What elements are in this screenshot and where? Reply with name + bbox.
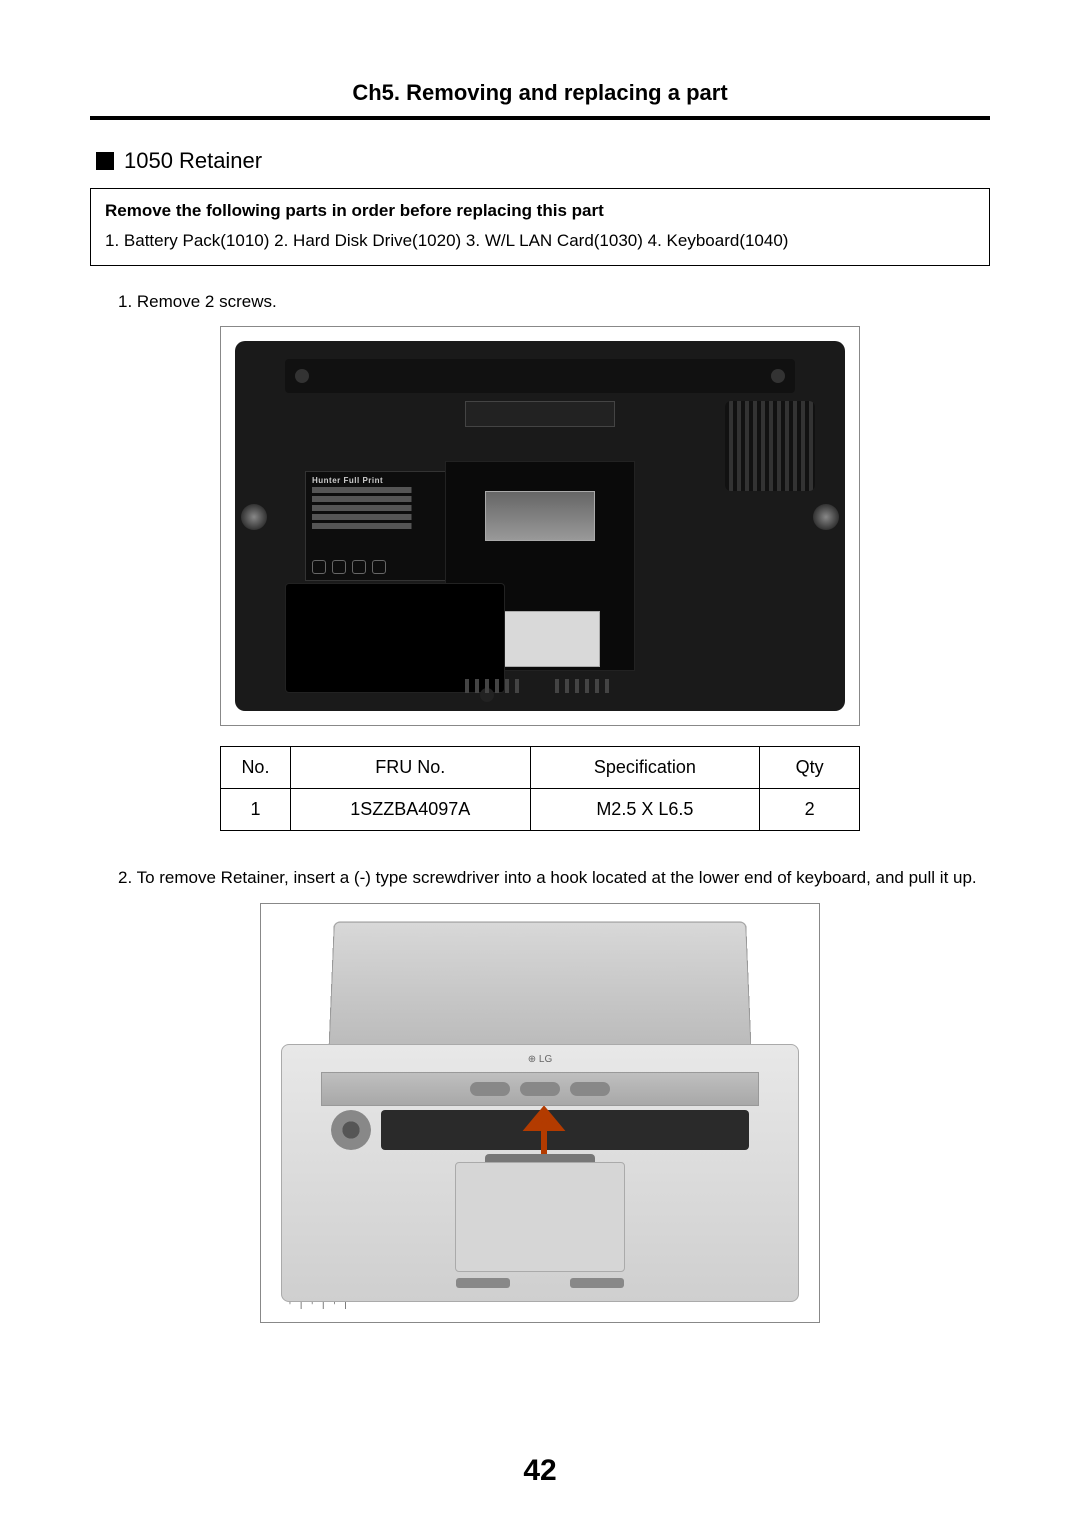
table-row: No. FRU No. Specification Qty (221, 747, 860, 789)
prerequisite-note: Remove the following parts in order befo… (90, 188, 990, 266)
vent-slots-icon (465, 679, 615, 693)
figure-2-frame: ⊕ LG ' I ' I ' I (260, 903, 820, 1323)
figure-1-frame: Hunter Full Print (220, 326, 860, 726)
step-1: 1. Remove 2 screws. (118, 292, 990, 312)
media-button-icon (470, 1082, 510, 1096)
media-button-icon (570, 1082, 610, 1096)
note-heading: Remove the following parts in order befo… (105, 201, 975, 221)
touchpad-buttons (456, 1278, 624, 1288)
brand-logo: ⊕ LG (528, 1054, 553, 1065)
cell-qty: 2 (760, 789, 860, 831)
front-edge-marks: ' I ' I ' I (289, 1301, 350, 1312)
note-line: 1. Battery Pack(1010) 2. Hard Disk Drive… (105, 231, 975, 251)
col-header-spec: Specification (530, 747, 760, 789)
page: Ch5. Removing and replacing a part 1050 … (0, 0, 1080, 1528)
cell-spec: M2.5 X L6.5 (530, 789, 760, 831)
dock-connector (465, 401, 615, 427)
hinge-strip (285, 359, 795, 393)
col-header-qty: Qty (760, 747, 860, 789)
laptop-bottom-illustration: Hunter Full Print (235, 341, 845, 711)
touchpad (455, 1162, 625, 1272)
chapter-title: Ch5. Removing and replacing a part (90, 80, 990, 106)
laptop-open-illustration: ⊕ LG ' I ' I ' I (261, 904, 819, 1322)
col-header-no: No. (221, 747, 291, 789)
screw-boss-right-icon (813, 504, 839, 530)
cell-no: 1 (221, 789, 291, 831)
step-2: 2. To remove Retainer, insert a (-) type… (118, 861, 990, 895)
col-header-fru: FRU No. (290, 747, 530, 789)
cell-fru: 1SZZBA4097A (290, 789, 530, 831)
square-bullet-icon (96, 152, 114, 170)
section-number: 1050 (124, 148, 173, 174)
memory-module-icon (485, 491, 595, 541)
spec-table: No. FRU No. Specification Qty 1 1SZZBA40… (220, 746, 860, 831)
section-name: Retainer (179, 148, 262, 174)
title-rule (90, 116, 990, 120)
fan-grille-icon (725, 401, 815, 491)
media-button-icon (520, 1082, 560, 1096)
power-button-icon (331, 1110, 371, 1150)
table-row: 1 1SZZBA4097A M2.5 X L6.5 2 (221, 789, 860, 831)
media-button-strip (321, 1072, 759, 1106)
pull-up-arrow-icon (519, 1106, 569, 1156)
section-heading: 1050 Retainer (90, 148, 990, 174)
screw-boss-left-icon (241, 504, 267, 530)
battery-bay (285, 583, 505, 693)
page-number: 42 (0, 1454, 1080, 1488)
lid-back (328, 922, 752, 1061)
